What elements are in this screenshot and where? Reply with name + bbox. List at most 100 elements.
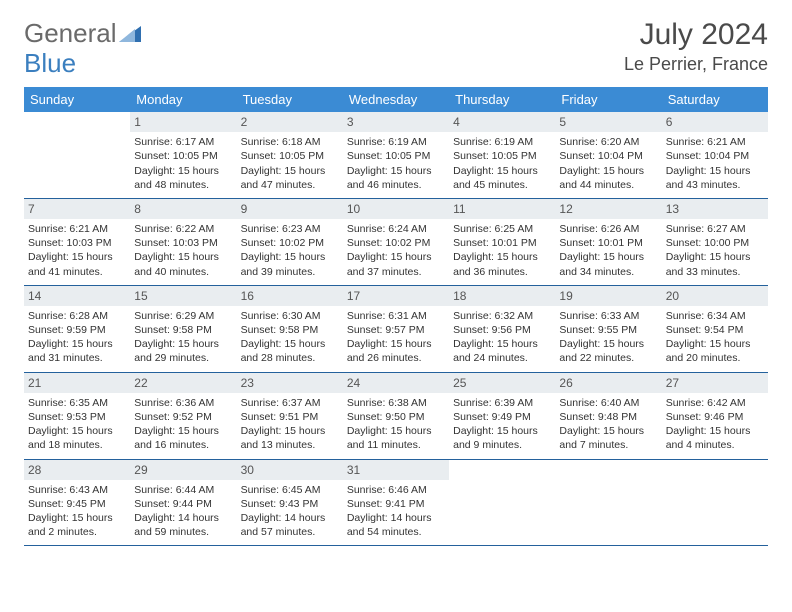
day-header: Thursday — [449, 87, 555, 112]
day-number: 17 — [343, 286, 449, 306]
sunrise-line: Sunrise: 6:43 AM — [28, 483, 126, 497]
calendar-day-cell: 11Sunrise: 6:25 AMSunset: 10:01 PMDaylig… — [449, 198, 555, 285]
sunset-line: Sunset: 9:49 PM — [453, 410, 551, 424]
sunset-line: Sunset: 10:01 PM — [559, 236, 657, 250]
daylight-line: Daylight: 15 hours and 36 minutes. — [453, 250, 551, 278]
day-number: 15 — [130, 286, 236, 306]
sunset-line: Sunset: 10:03 PM — [28, 236, 126, 250]
sunset-line: Sunset: 10:05 PM — [347, 149, 445, 163]
sunset-line: Sunset: 10:01 PM — [453, 236, 551, 250]
calendar-day-cell: 26Sunrise: 6:40 AMSunset: 9:48 PMDayligh… — [555, 372, 661, 459]
sunrise-line: Sunrise: 6:34 AM — [666, 309, 764, 323]
calendar-week-row: 28Sunrise: 6:43 AMSunset: 9:45 PMDayligh… — [24, 459, 768, 546]
calendar-day-cell: 31Sunrise: 6:46 AMSunset: 9:41 PMDayligh… — [343, 459, 449, 546]
day-number: 20 — [662, 286, 768, 306]
sunrise-line: Sunrise: 6:40 AM — [559, 396, 657, 410]
logo-triangle-icon — [119, 24, 141, 42]
day-number: 5 — [555, 112, 661, 132]
daylight-line: Daylight: 15 hours and 16 minutes. — [134, 424, 232, 452]
calendar-day-cell: 17Sunrise: 6:31 AMSunset: 9:57 PMDayligh… — [343, 285, 449, 372]
day-header: Sunday — [24, 87, 130, 112]
calendar-day-cell: 22Sunrise: 6:36 AMSunset: 9:52 PMDayligh… — [130, 372, 236, 459]
daylight-line: Daylight: 15 hours and 48 minutes. — [134, 164, 232, 192]
daylight-line: Daylight: 15 hours and 46 minutes. — [347, 164, 445, 192]
day-number: 11 — [449, 199, 555, 219]
calendar-day-cell — [555, 459, 661, 546]
day-number: 27 — [662, 373, 768, 393]
daylight-line: Daylight: 15 hours and 39 minutes. — [241, 250, 339, 278]
sunrise-line: Sunrise: 6:30 AM — [241, 309, 339, 323]
sunrise-line: Sunrise: 6:22 AM — [134, 222, 232, 236]
daylight-line: Daylight: 15 hours and 18 minutes. — [28, 424, 126, 452]
sunset-line: Sunset: 9:52 PM — [134, 410, 232, 424]
day-number: 12 — [555, 199, 661, 219]
daylight-line: Daylight: 15 hours and 41 minutes. — [28, 250, 126, 278]
calendar-day-cell: 25Sunrise: 6:39 AMSunset: 9:49 PMDayligh… — [449, 372, 555, 459]
logo-text-general: General — [24, 18, 117, 49]
calendar-day-cell: 24Sunrise: 6:38 AMSunset: 9:50 PMDayligh… — [343, 372, 449, 459]
sunrise-line: Sunrise: 6:33 AM — [559, 309, 657, 323]
day-number: 1 — [130, 112, 236, 132]
sunset-line: Sunset: 9:51 PM — [241, 410, 339, 424]
sunrise-line: Sunrise: 6:45 AM — [241, 483, 339, 497]
sunrise-line: Sunrise: 6:37 AM — [241, 396, 339, 410]
day-number: 23 — [237, 373, 343, 393]
daylight-line: Daylight: 15 hours and 11 minutes. — [347, 424, 445, 452]
daylight-line: Daylight: 14 hours and 57 minutes. — [241, 511, 339, 539]
daylight-line: Daylight: 15 hours and 20 minutes. — [666, 337, 764, 365]
sunrise-line: Sunrise: 6:28 AM — [28, 309, 126, 323]
calendar-day-cell — [662, 459, 768, 546]
calendar-day-cell: 28Sunrise: 6:43 AMSunset: 9:45 PMDayligh… — [24, 459, 130, 546]
sunrise-line: Sunrise: 6:36 AM — [134, 396, 232, 410]
daylight-line: Daylight: 15 hours and 29 minutes. — [134, 337, 232, 365]
daylight-line: Daylight: 15 hours and 44 minutes. — [559, 164, 657, 192]
calendar-day-cell: 8Sunrise: 6:22 AMSunset: 10:03 PMDayligh… — [130, 198, 236, 285]
calendar-day-cell — [24, 112, 130, 198]
daylight-line: Daylight: 15 hours and 40 minutes. — [134, 250, 232, 278]
daylight-line: Daylight: 15 hours and 31 minutes. — [28, 337, 126, 365]
calendar-week-row: 14Sunrise: 6:28 AMSunset: 9:59 PMDayligh… — [24, 285, 768, 372]
month-title: July 2024 — [624, 18, 768, 52]
location-label: Le Perrier, France — [624, 54, 768, 75]
day-number: 25 — [449, 373, 555, 393]
day-number: 14 — [24, 286, 130, 306]
sunrise-line: Sunrise: 6:19 AM — [347, 135, 445, 149]
sunrise-line: Sunrise: 6:31 AM — [347, 309, 445, 323]
sunrise-line: Sunrise: 6:39 AM — [453, 396, 551, 410]
sunrise-line: Sunrise: 6:38 AM — [347, 396, 445, 410]
title-block: July 2024 Le Perrier, France — [624, 18, 768, 75]
calendar-day-cell: 9Sunrise: 6:23 AMSunset: 10:02 PMDayligh… — [237, 198, 343, 285]
sunrise-line: Sunrise: 6:32 AM — [453, 309, 551, 323]
sunrise-line: Sunrise: 6:21 AM — [28, 222, 126, 236]
day-number: 10 — [343, 199, 449, 219]
sunset-line: Sunset: 9:46 PM — [666, 410, 764, 424]
day-number: 7 — [24, 199, 130, 219]
day-header: Friday — [555, 87, 661, 112]
sunrise-line: Sunrise: 6:21 AM — [666, 135, 764, 149]
logo-row2: Blue — [24, 48, 76, 79]
calendar-day-cell: 12Sunrise: 6:26 AMSunset: 10:01 PMDaylig… — [555, 198, 661, 285]
sunrise-line: Sunrise: 6:24 AM — [347, 222, 445, 236]
sunset-line: Sunset: 10:00 PM — [666, 236, 764, 250]
sunrise-line: Sunrise: 6:18 AM — [241, 135, 339, 149]
calendar-week-row: 21Sunrise: 6:35 AMSunset: 9:53 PMDayligh… — [24, 372, 768, 459]
sunset-line: Sunset: 9:41 PM — [347, 497, 445, 511]
day-number: 8 — [130, 199, 236, 219]
sunrise-line: Sunrise: 6:35 AM — [28, 396, 126, 410]
calendar-day-cell: 3 Sunrise: 6:19 AMSunset: 10:05 PMDayligh… — [343, 112, 449, 198]
sunset-line: Sunset: 9:44 PM — [134, 497, 232, 511]
calendar-day-cell: 18Sunrise: 6:32 AMSunset: 9:56 PMDayligh… — [449, 285, 555, 372]
sunset-line: Sunset: 9:54 PM — [666, 323, 764, 337]
daylight-line: Daylight: 15 hours and 2 minutes. — [28, 511, 126, 539]
sunset-line: Sunset: 10:02 PM — [241, 236, 339, 250]
sunset-line: Sunset: 10:04 PM — [666, 149, 764, 163]
daylight-line: Daylight: 15 hours and 26 minutes. — [347, 337, 445, 365]
sunset-line: Sunset: 9:45 PM — [28, 497, 126, 511]
sunset-line: Sunset: 10:05 PM — [241, 149, 339, 163]
day-number: 19 — [555, 286, 661, 306]
day-number: 6 — [662, 112, 768, 132]
day-header: Tuesday — [237, 87, 343, 112]
day-number: 30 — [237, 460, 343, 480]
day-number: 3 — [343, 112, 449, 132]
day-number: 26 — [555, 373, 661, 393]
